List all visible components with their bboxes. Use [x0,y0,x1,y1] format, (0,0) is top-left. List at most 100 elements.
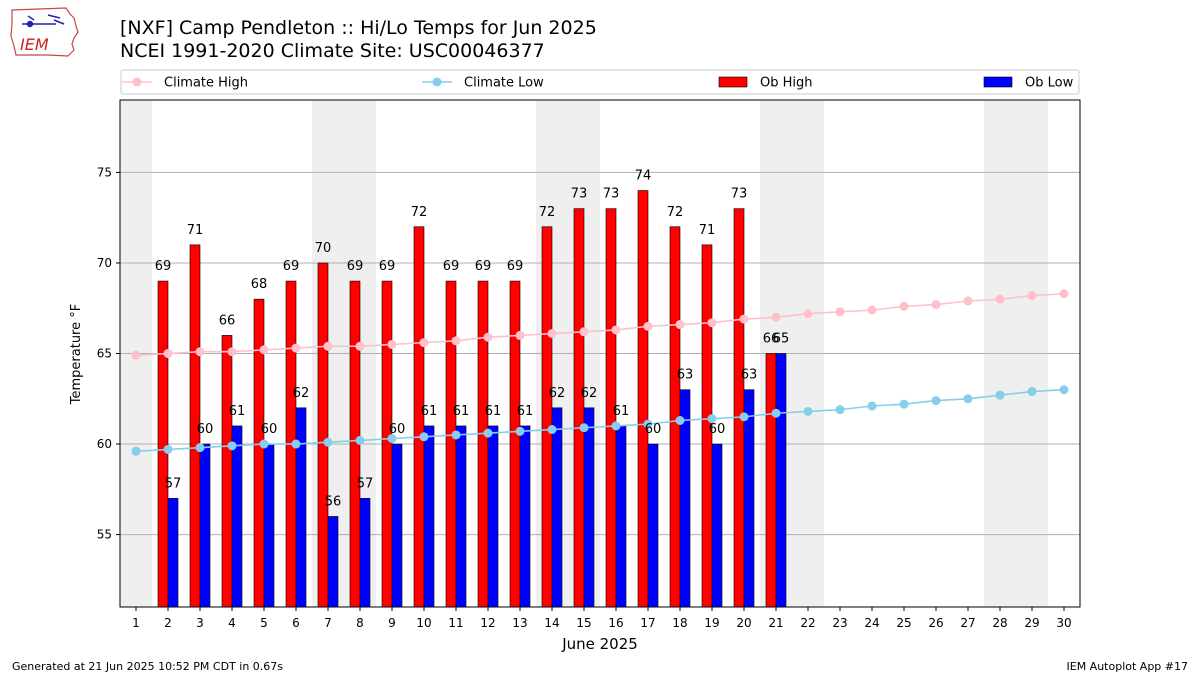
climate-low-point-15 [579,423,589,433]
ob-high-label-20: 73 [731,187,748,202]
climate-low-point-9 [387,434,397,444]
ob-low-label-21: 65 [773,332,790,347]
ob-low-label-4: 61 [229,404,246,419]
x-tick-label-9: 9 [388,616,396,630]
ob-high-label-19: 71 [699,223,716,238]
ob-low-label-5: 60 [261,422,278,437]
climate-high-point-13 [515,330,525,340]
ob-low-label-11: 61 [453,404,470,419]
ob-low-bar-16 [615,425,627,608]
y-tick-label-55: 55 [97,528,112,542]
chart-subtitle: NCEI 1991-2020 Climate Site: USC00046377 [120,40,545,62]
climate-low-point-10 [419,432,429,442]
climate-high-point-17 [643,321,653,331]
climate-high-line [135,292,1065,357]
legend-marker-climate-low [432,77,442,87]
legend-label-ob-high: Ob High [760,76,813,91]
x-tick-label-22: 22 [800,616,815,630]
climate-low-point-17 [643,419,653,429]
climate-low-point-7 [323,437,333,447]
legend-label-ob-low: Ob Low [1025,76,1074,91]
climate-low-point-4 [227,441,237,451]
ob-low-label-6: 62 [293,386,310,401]
climate-low-point-25 [899,399,909,409]
ob-low-label-12: 61 [485,404,502,419]
x-axis: 1 2 3 4 5 6 7 8 9 10 11 12 13 14 15 16 17 18 19 20 21 22 23 24 2… [132,607,1072,630]
ob-low-bar-15 [583,407,595,608]
bars-group [157,190,787,608]
climate-high-point-8 [355,341,365,351]
x-tick-label-30: 30 [1056,616,1071,630]
ob-high-label-4: 66 [219,313,236,328]
climate-high-point-12 [483,332,493,342]
ob-low-bar-19 [711,443,723,608]
x-tick-label-29: 29 [1024,616,1039,630]
x-tick-label-24: 24 [864,616,879,630]
grid-lines [120,171,1080,536]
climate-high-point-5 [259,345,269,355]
x-tick-label-4: 4 [228,616,236,630]
x-tick-label-15: 15 [576,616,591,630]
x-tick-label-10: 10 [416,616,431,630]
ob-low-label-9: 60 [389,422,406,437]
climate-high-point-9 [387,339,397,349]
ob-low-label-19: 60 [709,422,726,437]
ob-low-label-20: 63 [741,368,758,383]
x-tick-label-23: 23 [832,616,847,630]
climate-low-point-3 [195,443,205,453]
climate-high-point-3 [195,347,205,357]
ob-low-bar-4 [231,425,243,608]
y-tick-label-60: 60 [97,437,112,451]
x-tick-label-25: 25 [896,616,911,630]
climate-high-point-19 [707,318,717,328]
ob-low-label-13: 61 [517,404,534,419]
x-axis-label: June 2025 [561,635,638,653]
ob-high-label-13: 69 [507,259,524,274]
x-tick-label-19: 19 [704,616,719,630]
x-tick-label-7: 7 [324,616,332,630]
climate-high-point-11 [451,336,461,346]
climate-high-point-23 [835,307,845,317]
climate-high-point-10 [419,338,429,348]
ob-low-label-3: 60 [197,422,214,437]
climate-low-point-19 [707,414,717,424]
climate-high-point-20 [739,314,749,324]
ob-high-label-16: 73 [603,187,620,202]
x-tick-label-11: 11 [448,616,463,630]
x-tick-label-1: 1 [132,616,140,630]
climate-high-point-14 [547,329,557,339]
legend-box [120,69,1080,95]
climate-high-point-29 [1027,291,1037,301]
climate-low-point-14 [547,425,557,435]
ob-low-label-7: 56 [325,494,342,509]
chart-title: [NXF] Camp Pendleton :: Hi/Lo Temps for … [120,17,597,39]
x-tick-label-17: 17 [640,616,655,630]
y-axis-label: Temperature °F [69,304,84,405]
ob-low-bar-8 [359,498,371,608]
ob-low-bar-10 [423,425,435,608]
climate-low-point-13 [515,426,525,436]
climate-low-point-20 [739,412,749,422]
generated-timestamp: Generated at 21 Jun 2025 10:52 PM CDT in… [12,660,284,673]
climate-high-point-16 [611,325,621,335]
y-tick-label-75: 75 [97,165,112,179]
x-tick-label-5: 5 [260,616,268,630]
climate-high-point-7 [323,341,333,351]
legend-swatch-ob-low [983,76,1013,88]
ob-high-label-7: 70 [315,241,332,256]
x-tick-label-26: 26 [928,616,943,630]
ob-low-label-16: 61 [613,404,630,419]
climate-low-point-18 [675,415,685,425]
ob-high-label-5: 68 [251,277,268,292]
legend-label-climate-high: Climate High [164,76,248,91]
x-tick-label-21: 21 [768,616,783,630]
climate-low-point-26 [931,396,941,406]
climate-low-point-22 [803,406,813,416]
ob-low-bar-3 [199,443,211,608]
x-tick-label-20: 20 [736,616,751,630]
x-tick-label-14: 14 [544,616,559,630]
climate-low-point-5 [259,439,269,449]
ob-low-bar-11 [455,425,467,608]
x-tick-label-12: 12 [480,616,495,630]
